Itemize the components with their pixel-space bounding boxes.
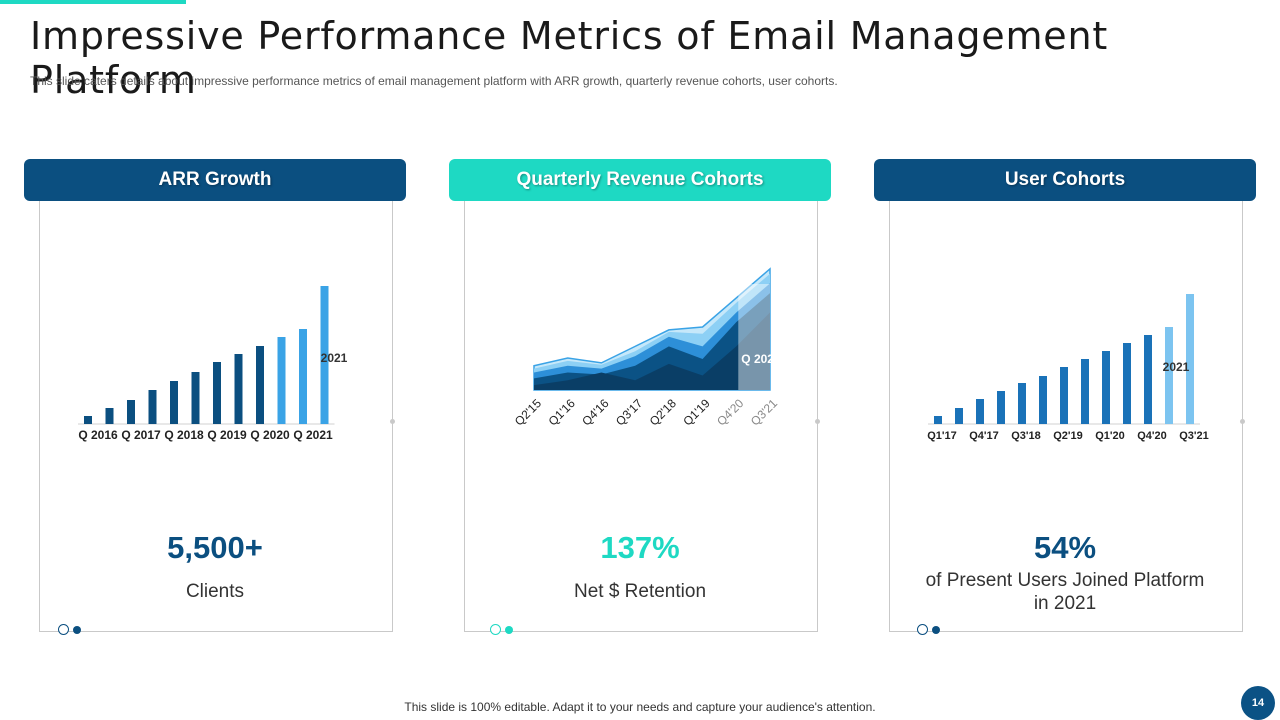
x-tick-label: Q3'17 [613, 396, 646, 429]
x-tick-label: Q 2021 [293, 428, 333, 442]
bar [105, 408, 114, 424]
x-tick-label: Q4'17 [969, 430, 999, 442]
x-tick-label: Q 2016 [78, 428, 118, 442]
bar [1165, 327, 1173, 424]
frame-dot [1240, 419, 1245, 424]
x-tick-label: Q1'16 [546, 396, 579, 429]
bar [1123, 343, 1131, 424]
bar [1018, 383, 1026, 424]
page-number: 14 [1241, 686, 1275, 720]
x-tick-label: Q3'21 [1179, 430, 1209, 442]
card-frame [39, 199, 395, 632]
metric-value-users: 54% [1033, 530, 1097, 565]
metric-value-clients: 5,500+ [167, 530, 263, 565]
x-tick-label: Q1'19 [680, 396, 713, 429]
slide-footer: This slide is 100% editable. Adapt it to… [404, 700, 876, 714]
bar [127, 400, 135, 424]
x-tick-label: Q 2018 [164, 428, 204, 442]
metric-value-retention: 137% [600, 530, 680, 565]
x-tick-label: Q2'15 [512, 396, 545, 429]
bar [1039, 376, 1047, 424]
card-header-quarterly-revenue-cohorts: Quarterly Revenue Cohorts [449, 159, 831, 201]
quarterly-revenue-chart: Q 2021 Q2'15 Q1'16 Q4'16 Q3'17 Q2'18 Q1'19 Q4'2… [512, 267, 781, 429]
bar [1060, 367, 1068, 424]
bar [1102, 351, 1110, 424]
bar [976, 399, 984, 424]
card-frame [889, 199, 1245, 632]
area-series [534, 312, 770, 390]
x-tick-label: Q1'20 [1095, 430, 1125, 442]
bar [320, 286, 329, 424]
highlight-region [738, 284, 770, 390]
highlight-region-label: Q 2021 [741, 352, 781, 366]
x-tick-label: Q3'21 [748, 396, 781, 429]
bar-annotation: 2021 [1163, 360, 1190, 374]
metric-label-line-1: of Present Users Joined Platform [925, 570, 1205, 591]
dot-open [917, 624, 928, 635]
card-arr-growth: ARR Growth Q 2016 Q 2017 Q 2018 Q 2019 Q 202… [24, 159, 406, 635]
top-accent-bar [0, 0, 186, 4]
x-tick-label: Q4'20 [714, 396, 747, 429]
bar [1186, 294, 1194, 424]
dot-filled [505, 625, 513, 634]
card-frame [464, 199, 820, 632]
metric-label-retention: Net $ Retention [573, 581, 707, 602]
bar [299, 329, 307, 424]
pagination-dots [490, 624, 513, 635]
x-tick-label: Q4'16 [579, 396, 612, 429]
bar [997, 391, 1005, 424]
bar [256, 346, 264, 424]
card-header-arr-growth: ARR Growth [24, 159, 406, 201]
dot-filled [932, 625, 940, 634]
bar [1081, 359, 1089, 424]
bar [191, 372, 200, 424]
metric-label-line-2: in 2021 [1033, 593, 1097, 614]
metric-label-clients: Clients [185, 581, 245, 602]
bar [148, 390, 157, 424]
dot-filled [73, 625, 81, 634]
x-tick-label: Q 2019 [207, 428, 247, 442]
card-quarterly-revenue-cohorts: Quarterly Revenue Cohorts Q 2021 Q2'15 Q1'… [449, 159, 831, 635]
x-tick-label: Q2'19 [1053, 430, 1083, 442]
bar [277, 337, 286, 424]
dot-open [490, 624, 501, 635]
bar [1144, 335, 1152, 424]
bar [234, 354, 243, 424]
slide-title: Impressive Performance Metrics of Email … [30, 14, 1109, 102]
area-series [534, 293, 770, 390]
bar [955, 408, 963, 424]
frame-dot [390, 419, 395, 424]
card-header-user-cohorts: User Cohorts [874, 159, 1256, 201]
x-tick-label: Q4'20 [1137, 430, 1167, 442]
x-tick-label: Q3'18 [1011, 430, 1041, 442]
dot-open [58, 624, 69, 635]
pagination-dots [58, 624, 81, 635]
slide-subtitle: This slide caters details about impressi… [30, 74, 838, 88]
bar [84, 416, 92, 424]
bar [170, 381, 178, 424]
metric-label-users: of Present Users Joined Platform in 2021 [874, 569, 1256, 615]
x-tick-label: Q 2017 [121, 428, 161, 442]
bar-annotation: 2021 [321, 351, 348, 365]
bar [213, 362, 221, 424]
pagination-dots [917, 624, 940, 635]
x-tick-label: Q 2020 [250, 428, 290, 442]
x-tick-label: Q1'17 [927, 430, 957, 442]
arr-growth-chart: Q 2016 Q 2017 Q 2018 Q 2019 Q 2020 Q 2021 2021 [78, 286, 348, 442]
user-cohorts-chart: Q1'17 Q4'17 Q3'18 Q2'19 Q1'20 Q4'20 Q3'21 2021 [927, 294, 1209, 442]
frame-dot [815, 419, 820, 424]
x-tick-label: Q2'18 [647, 396, 680, 429]
bar [934, 416, 942, 424]
card-user-cohorts: User Cohorts Q1'17 Q4'17 Q3'18 Q2'19 Q1'20 Q4… [874, 159, 1256, 635]
